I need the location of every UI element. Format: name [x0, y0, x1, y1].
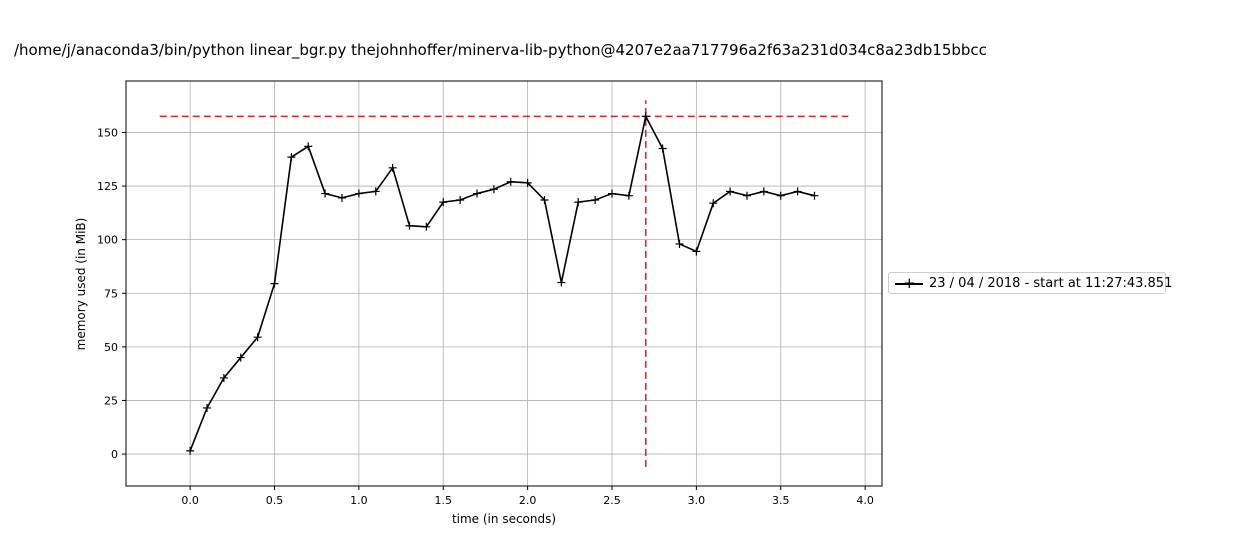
x-tick-label: 2.0: [519, 494, 537, 507]
data-point: [726, 187, 735, 196]
data-point: [574, 198, 583, 207]
data-point: [456, 195, 465, 204]
data-point: [219, 373, 228, 382]
x-tick-label: 2.5: [603, 494, 621, 507]
data-point: [236, 353, 245, 362]
data-point: [270, 279, 279, 288]
y-tick-label: 150: [97, 126, 118, 139]
x-axis-label: time (in seconds): [452, 512, 556, 526]
chart-title: /home/j/anaconda3/bin/python linear_bgr.…: [14, 41, 987, 59]
series-line: [189, 114, 815, 452]
data-point: [675, 239, 684, 248]
data-point: [321, 189, 330, 198]
data-point: [692, 247, 701, 256]
data-point: [608, 189, 616, 198]
data-point: [304, 142, 313, 151]
data-point: [557, 278, 566, 287]
data-point: [641, 112, 650, 121]
data-point: [388, 163, 397, 172]
data-point: [523, 178, 532, 187]
data-point: [473, 189, 481, 198]
data-point: [287, 153, 296, 162]
series-group: [186, 112, 819, 455]
data-point: [506, 177, 515, 186]
data-point: [624, 191, 633, 200]
y-tick-label: 75: [104, 287, 118, 300]
reference-lines: [159, 100, 849, 467]
data-point: [540, 195, 549, 204]
data-point: [354, 189, 363, 198]
data-point: [338, 193, 346, 202]
data-point: [489, 185, 498, 194]
x-tick-label: 4.0: [856, 494, 874, 507]
x-tick-label: 1.5: [435, 494, 453, 507]
y-tick-label: 100: [97, 234, 118, 247]
data-point: [186, 446, 195, 455]
data-point: [658, 144, 667, 153]
data-point: [253, 333, 262, 342]
data-point: [591, 195, 600, 204]
y-tick-label: 50: [104, 341, 118, 354]
x-tick-label: 0.5: [266, 494, 284, 507]
data-point: [776, 191, 785, 200]
plot-frame: [125, 80, 883, 487]
data-point: [810, 191, 819, 200]
y-tick-label: 25: [104, 394, 118, 407]
legend: + 23 / 04 / 2018 - start at 11:27:43.851: [888, 272, 1172, 294]
data-point: [743, 191, 751, 200]
x-tick-label: 3.5: [772, 494, 790, 507]
y-axis: 0 25 50 75 100 125 150: [97, 126, 126, 461]
x-tick-label: 1.0: [350, 494, 368, 507]
x-axis: 0.0 0.5 1.0 1.5 2.0 2.5 3.0 3.5 4.0: [181, 486, 874, 507]
data-point: [405, 221, 414, 230]
x-tick-label: 3.0: [688, 494, 706, 507]
legend-label: 23 / 04 / 2018 - start at 11:27:43.851: [929, 276, 1173, 291]
data-point: [759, 187, 768, 196]
data-point: [709, 199, 718, 208]
data-point: [203, 403, 211, 412]
x-tick-label: 0.0: [181, 494, 199, 507]
data-point: [422, 222, 431, 231]
y-axis-label: memory used (in MiB): [74, 218, 88, 351]
legend-line-swatch: [895, 283, 923, 285]
y-tick-label: 0: [111, 448, 118, 461]
grid: [126, 81, 882, 486]
y-tick-label: 125: [97, 180, 118, 193]
plus-marker-icon: +: [903, 274, 916, 292]
data-point: [793, 187, 802, 196]
data-point: [371, 187, 380, 196]
data-point: [439, 198, 448, 207]
